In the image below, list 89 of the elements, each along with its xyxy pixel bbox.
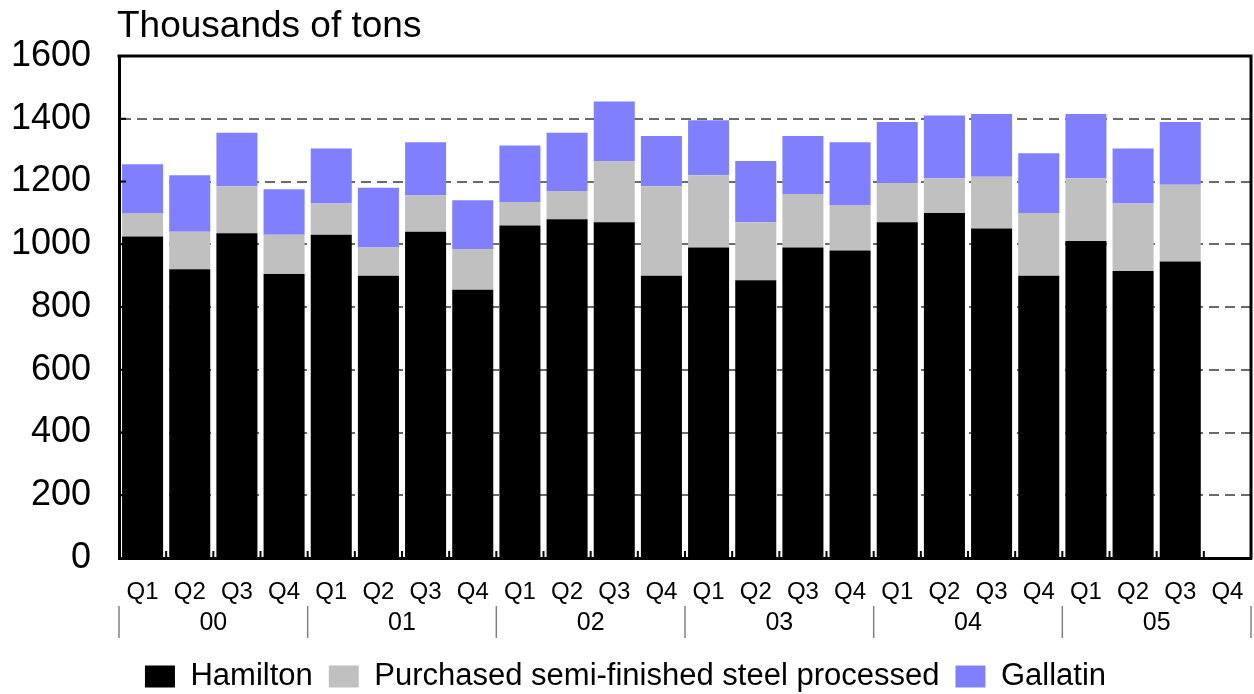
bar [782, 136, 824, 195]
bar [593, 161, 635, 223]
bar [876, 121, 918, 184]
bar [923, 178, 965, 213]
bar [499, 201, 541, 226]
y-tick-label: 200 [30, 472, 91, 514]
x-tick-label: Q3 [786, 577, 819, 605]
x-tick-label: Q1 [1069, 577, 1102, 605]
bar [640, 136, 682, 187]
bar [829, 142, 871, 206]
legend-label: Gallatin [1000, 657, 1107, 693]
bar [263, 234, 305, 275]
bar [971, 176, 1013, 229]
bar [688, 175, 730, 248]
x-tick-label: Q4 [456, 577, 489, 605]
y-tick-label: 1200 [10, 158, 91, 200]
bar [546, 132, 588, 191]
text: 03 [765, 606, 794, 635]
x-tick-label: Q1 [315, 577, 348, 605]
bar [216, 132, 258, 187]
bar [1159, 184, 1201, 262]
bar [1065, 178, 1107, 242]
bar [546, 190, 588, 220]
x-tick-label: Q2 [173, 577, 206, 605]
y-tick-label: 0 [70, 534, 91, 576]
bar [405, 195, 447, 232]
bar [452, 200, 494, 249]
legend-label: Purchased semi-finished steel processed [374, 657, 940, 693]
bar [122, 212, 164, 237]
bar [735, 161, 777, 223]
x-tick-label: Q4 [645, 577, 678, 605]
bar [1018, 153, 1060, 213]
text: 04 [954, 606, 982, 635]
x-tick-label: Q4 [1211, 577, 1244, 605]
y-axis-title: Thousands of tons [117, 4, 422, 45]
x-tick-label: Q3 [409, 577, 442, 605]
bar [1159, 121, 1201, 185]
bar [1065, 114, 1107, 179]
x-tick-label: Q3 [1164, 577, 1197, 605]
text: 05 [1142, 606, 1171, 635]
bar [923, 115, 965, 179]
bar [1018, 212, 1060, 276]
bar [1112, 148, 1154, 204]
x-tick-label: Q4 [268, 577, 301, 605]
bar [216, 186, 258, 234]
x-tick-label: Q2 [1117, 577, 1150, 605]
text: 00 [199, 606, 228, 635]
bar [263, 189, 305, 235]
x-tick-label: Q2 [362, 577, 395, 605]
bar [876, 183, 918, 223]
bar [782, 194, 824, 248]
text: 01 [388, 606, 416, 635]
bar [310, 148, 352, 204]
y-tick-label: 1000 [10, 221, 91, 263]
x-tick-label: Q1 [126, 577, 159, 605]
x-tick-label: Q4 [834, 577, 867, 605]
bar [310, 203, 352, 235]
bar [688, 120, 730, 176]
x-tick-label: Q3 [598, 577, 631, 605]
bar [169, 231, 211, 270]
bar [593, 101, 635, 162]
bar [452, 248, 494, 290]
bar [499, 145, 541, 202]
x-tick-label: Q2 [551, 577, 584, 605]
x-tick-label: Q2 [739, 577, 772, 605]
x-tick-label: Q3 [975, 577, 1008, 605]
bar [971, 114, 1013, 177]
text: 02 [576, 606, 605, 635]
legend-label: Hamilton [190, 657, 313, 693]
x-tick-label: Q1 [692, 577, 725, 605]
bar [405, 142, 447, 196]
bar [1112, 203, 1154, 271]
x-tick-label: Q1 [881, 577, 914, 605]
bar [640, 186, 682, 276]
y-tick-label: 1600 [10, 32, 91, 74]
bar [122, 164, 164, 213]
bar [169, 175, 211, 232]
y-tick-label: 600 [30, 346, 91, 388]
bar [735, 222, 777, 281]
x-tick-label: Q1 [503, 577, 536, 605]
x-tick-label: Q4 [1022, 577, 1055, 605]
x-tick-label: Q2 [928, 577, 961, 605]
bar [357, 247, 399, 276]
bar [829, 205, 871, 251]
bar [357, 187, 399, 248]
x-tick-label: Q3 [220, 577, 253, 605]
y-tick-label: 1400 [10, 95, 91, 137]
y-tick-label: 800 [30, 283, 91, 325]
y-tick-label: 400 [30, 409, 91, 451]
